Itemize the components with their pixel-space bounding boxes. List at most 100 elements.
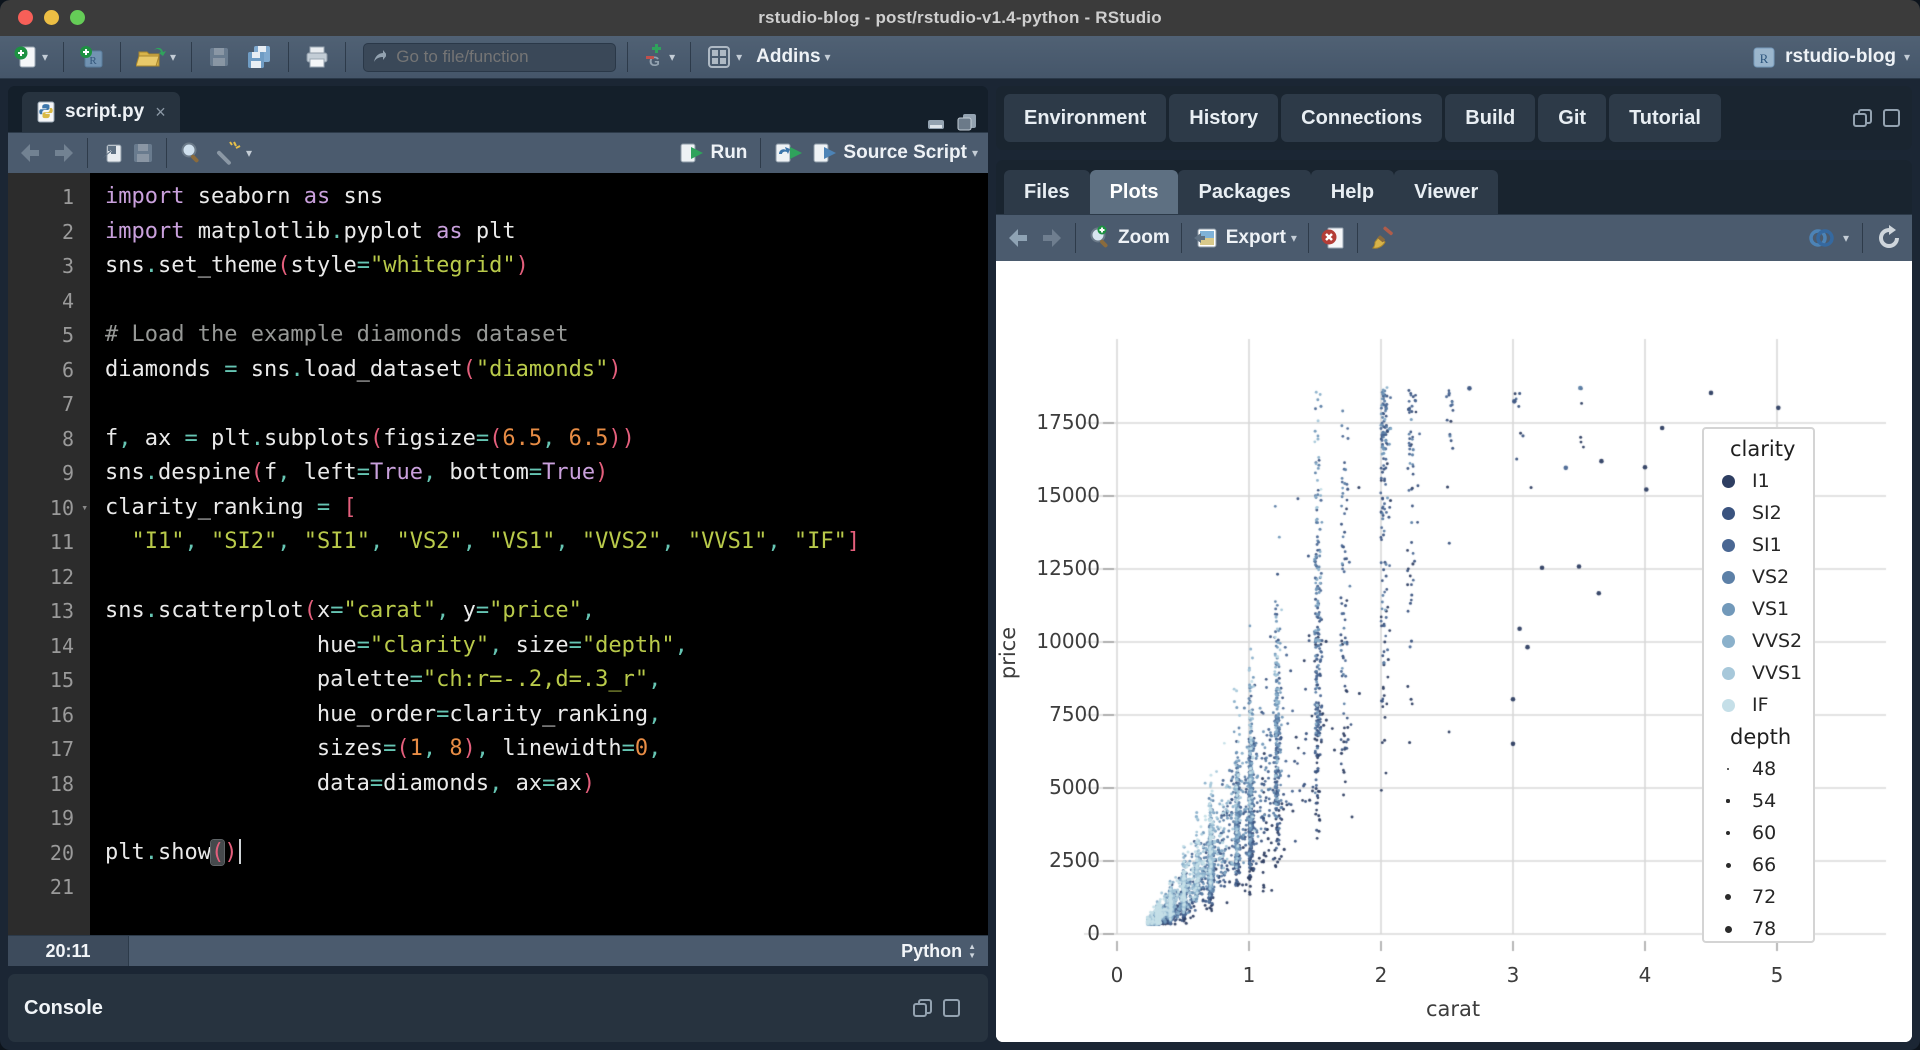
x-tick-label: 3 [1506, 963, 1520, 987]
previous-plot-icon[interactable] [1006, 227, 1032, 249]
tab-viewer[interactable]: Viewer [1394, 170, 1499, 214]
source-script-button[interactable]: Source Script ▾ [812, 141, 978, 165]
run-label: Run [710, 142, 748, 163]
svg-text:R: R [1760, 51, 1769, 66]
y-tick-label: 7500 [1049, 702, 1100, 726]
publish-icon[interactable] [1807, 225, 1835, 251]
legend-label: IF [1752, 694, 1769, 716]
plots-pane: Files Plots Packages Help Viewer Zoom Export… [996, 160, 1912, 1042]
export-label: Export [1225, 227, 1286, 248]
line-number: 2 [61, 219, 74, 244]
code-tools-button[interactable]: ▾ [210, 138, 256, 168]
close-window-button[interactable] [18, 10, 33, 25]
project-menu-button[interactable]: R rstudio-blog ▾ [1751, 44, 1910, 70]
project-caret-icon: ▾ [1903, 50, 1910, 64]
legend-label: 78 [1752, 918, 1777, 940]
legend-label: SI1 [1752, 534, 1782, 556]
code-line: diamonds = sns.load_dataset("diamonds") [105, 356, 622, 382]
legend-dot-icon [1721, 602, 1735, 616]
legend-label: SI2 [1752, 502, 1782, 524]
maximize-pane-icon[interactable] [956, 112, 978, 132]
save-all-icon [248, 46, 271, 68]
maximize-pane-icon[interactable] [1882, 108, 1902, 128]
legend-dot-icon [1721, 570, 1735, 584]
restore-pane-icon[interactable] [1852, 108, 1874, 128]
code-line: data=diamonds, ax=ax) [105, 770, 596, 796]
legend-label: 48 [1752, 758, 1777, 780]
minimize-window-button[interactable] [44, 10, 59, 25]
print-button[interactable] [300, 42, 334, 72]
legend-dot-icon [1721, 538, 1735, 552]
editor-gutter: 1 2 3 4 5 6 7 8 9 10 ▾ 11 12 13 14 15 16 17 18 19 20 21 [8, 173, 90, 935]
clear-all-plots-broom-icon[interactable] [1369, 225, 1397, 251]
next-plot-icon[interactable] [1038, 227, 1064, 249]
rerun-icon[interactable] [774, 141, 804, 165]
save-icon[interactable] [131, 141, 155, 165]
export-caret-icon: ▾ [1290, 231, 1297, 245]
maximize-window-button[interactable] [70, 10, 85, 25]
tab-files[interactable]: Files [1004, 170, 1090, 214]
save-all-button[interactable] [241, 42, 277, 72]
tab-build[interactable]: Build [1445, 94, 1536, 142]
tab-environment[interactable]: Environment [1004, 94, 1167, 142]
project-name: rstudio-blog [1785, 46, 1896, 67]
tab-history[interactable]: History [1169, 94, 1279, 142]
code-line: sns.set_theme(style="whitegrid") [105, 253, 529, 278]
editor-toolbar: ▾ Run Source Script ▾ [8, 132, 988, 173]
line-number: 16 [49, 702, 74, 727]
export-plot-button[interactable]: Export ▾ [1193, 226, 1297, 250]
zoom-label: Zoom [1118, 227, 1170, 248]
goto-arrow-icon [374, 50, 387, 62]
restore-pane-icon[interactable] [912, 998, 934, 1018]
find-icon[interactable] [178, 140, 204, 166]
fold-caret-icon[interactable]: ▾ [81, 500, 88, 514]
forward-icon[interactable] [50, 142, 76, 164]
separator [1180, 223, 1182, 253]
line-number: 15 [49, 668, 74, 692]
tab-help[interactable]: Help [1310, 170, 1395, 214]
save-button[interactable] [203, 43, 235, 71]
popout-icon[interactable] [99, 141, 125, 165]
code-editor[interactable]: 1 2 3 4 5 6 7 8 9 10 ▾ 11 12 13 14 15 16 17 18 19 20 21 impor… [8, 173, 988, 935]
tab-packages[interactable]: Packages [1178, 170, 1311, 214]
refresh-plot-icon[interactable] [1876, 225, 1902, 251]
goto-file-search[interactable] [363, 42, 617, 72]
legend-hue-entry: SI1 [1704, 529, 1813, 561]
tab-plots[interactable]: Plots [1089, 170, 1179, 214]
run-button[interactable]: Run [679, 141, 747, 165]
remove-plot-icon[interactable] [1320, 225, 1346, 251]
tab-script-py[interactable]: script.py × [22, 92, 180, 132]
line-number: 4 [61, 288, 74, 313]
new-file-button[interactable]: ▾ [10, 42, 52, 72]
y-tick-label: 10000 [1036, 629, 1100, 653]
legend-size-entry: 66 [1704, 849, 1813, 881]
addins-button[interactable]: Addins ▾ [752, 44, 834, 70]
goto-file-input[interactable] [394, 46, 608, 68]
back-icon[interactable] [18, 142, 44, 164]
legend-dot-icon [1726, 799, 1730, 803]
language-mode-selector[interactable]: Python ▲ ▼ [901, 941, 988, 962]
separator [288, 42, 290, 72]
code-line: hue="clarity", size="depth", [105, 632, 688, 658]
maximize-pane-icon[interactable] [942, 998, 962, 1018]
tab-git[interactable]: Git [1538, 94, 1607, 142]
x-tick-label: 1 [1242, 963, 1256, 987]
line-number: 12 [49, 564, 74, 589]
open-file-button[interactable]: ▾ [132, 42, 180, 72]
minimize-pane-icon[interactable] [926, 113, 948, 131]
pane-layout-button[interactable]: ▾ [702, 43, 746, 71]
new-project-button[interactable]: R [75, 42, 109, 72]
legend-hue-entry: VS2 [1704, 561, 1813, 593]
code-line [105, 801, 988, 836]
legend-dot-icon [1721, 474, 1735, 488]
line-number: 3 [61, 254, 74, 278]
publish-caret-icon: ▾ [1842, 231, 1849, 245]
git-button[interactable]: G ▾ [639, 42, 679, 72]
legend-label: I1 [1752, 470, 1770, 492]
zoom-plot-button[interactable]: Zoom [1087, 225, 1170, 251]
line-number: 18 [49, 771, 74, 796]
tab-connections[interactable]: Connections [1281, 94, 1443, 142]
legend-label: VS1 [1752, 598, 1790, 620]
tab-tutorial[interactable]: Tutorial [1609, 94, 1721, 142]
close-tab-icon[interactable]: × [155, 101, 166, 122]
